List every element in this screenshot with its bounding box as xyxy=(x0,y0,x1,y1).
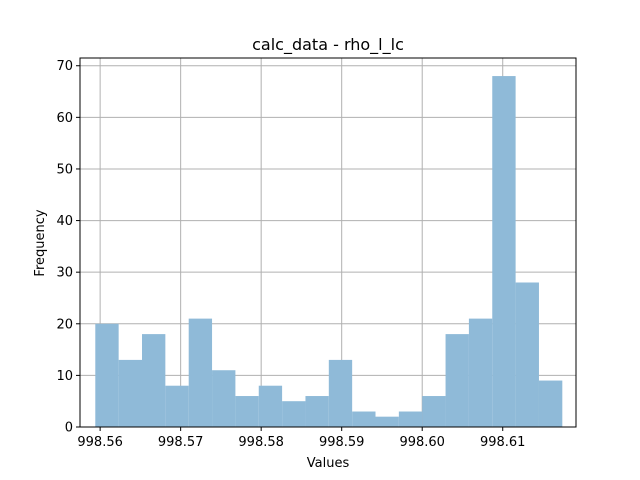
y-axis-title: Frequency xyxy=(33,209,48,276)
y-tick-label: 10 xyxy=(56,369,73,384)
y-axis-ticks: 0 10 20 30 40 50 60 70 xyxy=(56,59,80,436)
x-axis-title: Values xyxy=(307,456,350,471)
x-tick-label: 998.58 xyxy=(238,435,284,450)
histogram-bars xyxy=(95,76,563,428)
y-tick-label: 20 xyxy=(56,317,73,332)
histogram-bar xyxy=(95,323,119,427)
x-tick-label: 998.59 xyxy=(319,435,365,450)
plot-frame xyxy=(79,57,577,428)
histogram-bar xyxy=(212,370,236,427)
histogram-bar xyxy=(235,396,259,427)
histogram-bar xyxy=(142,334,166,427)
histogram-bar xyxy=(445,334,469,427)
histogram-bar xyxy=(165,385,189,427)
y-tick-label: 30 xyxy=(56,266,73,281)
chart-title: calc_data - rho_l_lc xyxy=(252,35,404,55)
histogram-bar xyxy=(188,318,213,427)
x-tick-label: 998.60 xyxy=(399,435,445,450)
histogram-bar xyxy=(422,396,446,427)
histogram-bar xyxy=(352,411,376,427)
histogram-bar xyxy=(118,359,142,427)
x-tick-label: 998.56 xyxy=(77,435,123,450)
histogram-bar xyxy=(468,318,493,427)
histogram-bar xyxy=(515,282,539,427)
x-tick-label: 998.57 xyxy=(158,435,204,450)
y-tick-label: 40 xyxy=(56,214,73,229)
y-tick-label: 50 xyxy=(56,162,73,177)
histogram-bar xyxy=(375,416,399,427)
histogram-bar xyxy=(492,76,516,428)
y-tick-label: 0 xyxy=(65,421,73,436)
histogram-bar xyxy=(258,385,283,427)
histogram-bar xyxy=(328,359,353,427)
x-axis-ticks: 998.56 998.57 998.58 998.59 998.60 998.61 xyxy=(77,427,525,450)
histogram-bar xyxy=(305,396,329,427)
x-tick-label: 998.61 xyxy=(480,435,526,450)
histogram-bar xyxy=(398,411,423,427)
y-tick-label: 60 xyxy=(56,111,73,126)
y-tick-label: 70 xyxy=(56,59,73,74)
histogram-bar xyxy=(538,380,563,427)
histogram-bar xyxy=(282,401,306,427)
